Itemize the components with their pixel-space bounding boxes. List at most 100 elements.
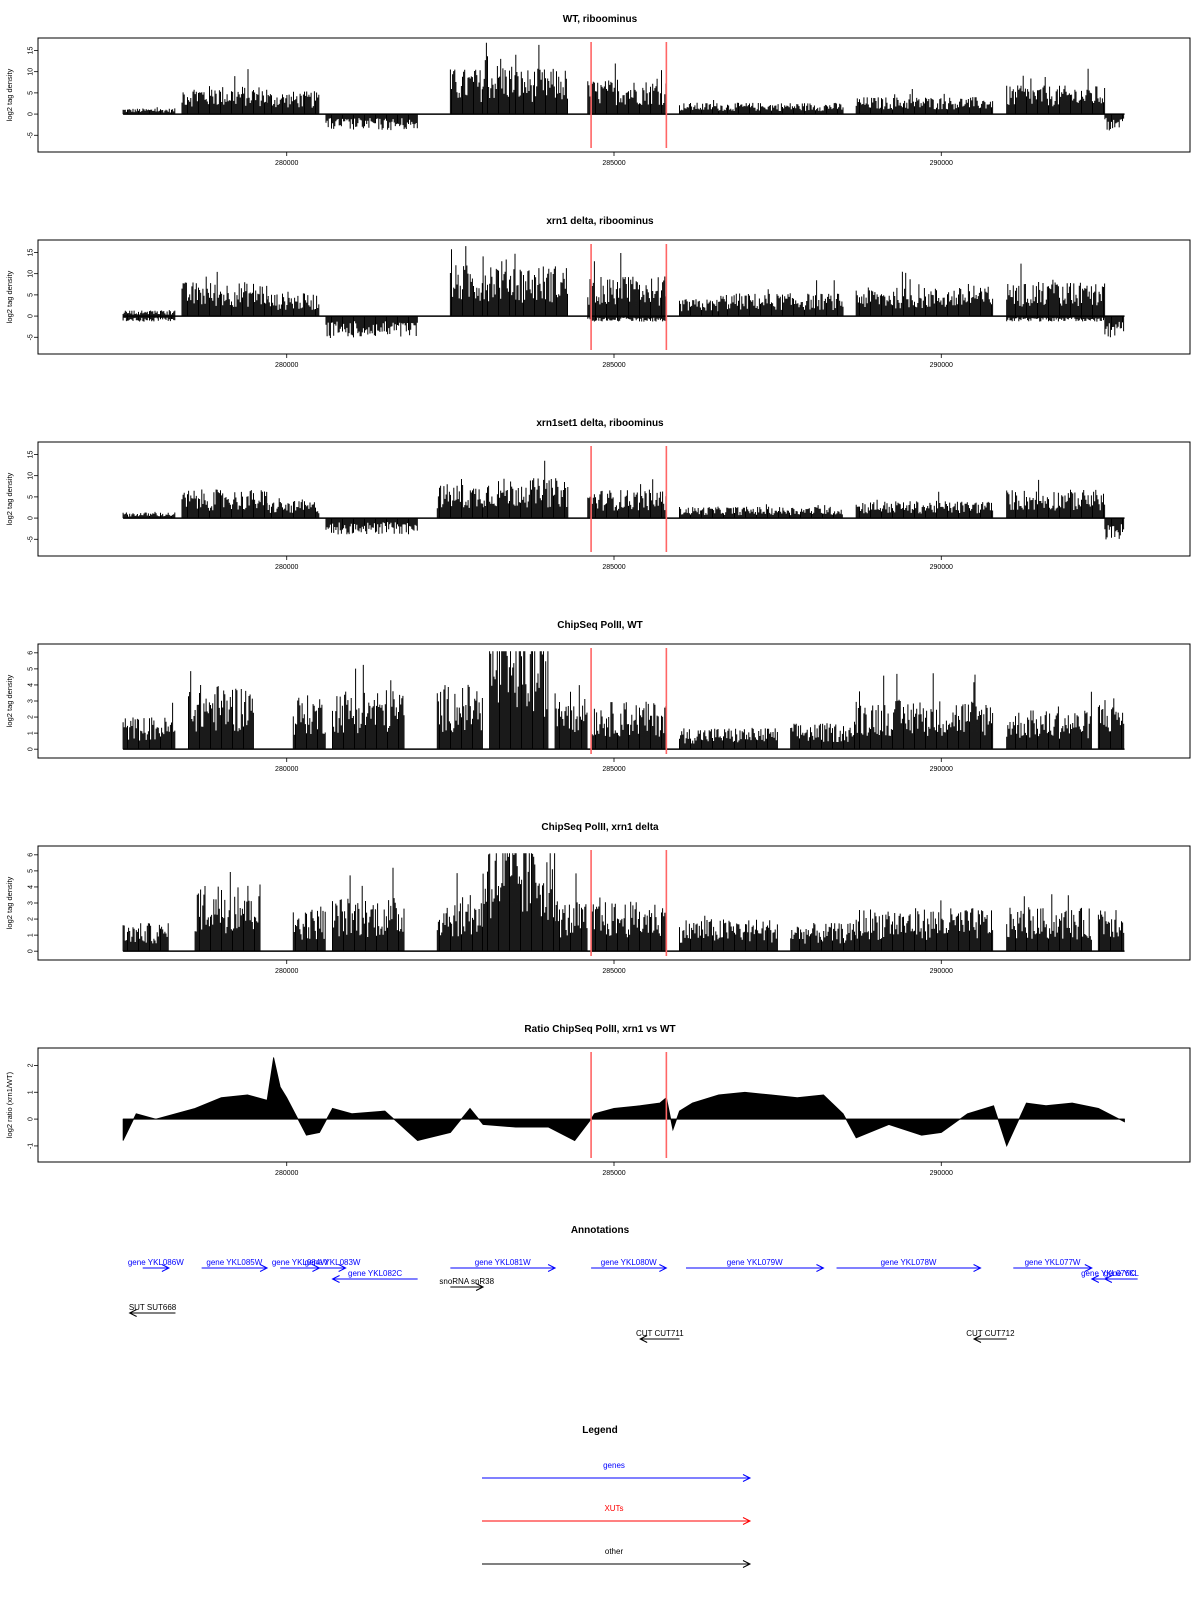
feature-arrow-head — [816, 1264, 825, 1272]
x-tick-label: 285000 — [602, 564, 625, 571]
feature-label: gene YKL078W — [881, 1258, 937, 1267]
feature-gene-ykl080w: gene YKL080W — [591, 1258, 668, 1272]
x-tick-label: 285000 — [602, 766, 625, 773]
legend-item-xut: XUTs — [482, 1504, 752, 1525]
feature-cut-cut711: CUT CUT711 — [636, 1329, 684, 1343]
feature-label: snoRNA snR38 — [439, 1277, 494, 1286]
feature-label: gene YKL076C — [1081, 1269, 1135, 1278]
y-tick-label: 0 — [28, 1117, 35, 1121]
y-tick-label: 3 — [28, 699, 35, 703]
x-tick-label: 280000 — [275, 1170, 298, 1177]
x-tick-label: 280000 — [275, 564, 298, 571]
feature-label: CUT CUT711 — [636, 1329, 684, 1338]
chart-title: xrn1 delta, riboominus — [546, 216, 654, 227]
x-tick-label: 285000 — [602, 362, 625, 369]
y-tick-label: 15 — [28, 450, 35, 458]
y-tick-label: 1 — [28, 1090, 35, 1094]
feature-snorna-snr38: snoRNA snR38 — [439, 1277, 495, 1291]
plot-frame — [37, 441, 1191, 557]
y-tick-label: 15 — [28, 46, 35, 54]
x-tick-label: 280000 — [275, 160, 298, 167]
feature-arrow-head — [659, 1264, 668, 1272]
chart-panel-1: WT, riboominus 15 10 5 0 -5 log2 tag density 28… — [5, 14, 1191, 167]
y-axis-label: log2 tag density — [5, 876, 14, 929]
legend-item-other: other — [482, 1547, 752, 1568]
legend-label: genes — [603, 1461, 625, 1470]
y-axis-label: log2 tag density — [5, 674, 14, 727]
density-bars — [122, 460, 1125, 540]
chart-title: Ratio ChipSeq PolII, xrn1 vs WT — [524, 1024, 675, 1035]
chart-title: ChipSeq PolII, xrn1 delta — [541, 822, 659, 833]
feature-arrow-head — [1103, 1275, 1113, 1283]
chart-title: xrn1set1 delta, riboominus — [536, 418, 664, 429]
feature-label: gene YKL084W — [272, 1258, 328, 1267]
x-tick-label: 285000 — [602, 1170, 625, 1177]
y-tick-label: 5 — [28, 91, 35, 95]
legend-label: other — [605, 1547, 624, 1556]
chart-panel-2: xrn1 delta, riboominus 15 10 5 0 -5 log2 tag d… — [5, 216, 1191, 369]
y-axis-label: log2 tag density — [5, 472, 14, 525]
y-tick-label: 1 — [28, 933, 35, 937]
feature-arrow-head — [972, 1335, 982, 1343]
chart-panel-3: xrn1set1 delta, riboominus 15 10 5 0 -5 log2 t… — [5, 418, 1191, 571]
y-tick-label: 4 — [28, 683, 35, 687]
y-tick-label: 2 — [28, 917, 35, 921]
feature-sut-sut668: SUT SUT668 — [128, 1303, 177, 1317]
feature-label: gene YKL080W — [601, 1258, 657, 1267]
x-tick-label: 290000 — [930, 160, 953, 167]
feature-label: gene YKL079W — [727, 1258, 783, 1267]
y-tick-label: 2 — [28, 1063, 35, 1067]
chart-panel-4: ChipSeq PolII, WT 6 5 4 3 2 1 0 log2 tag density… — [5, 620, 1191, 773]
feature-gene-ykl083w: gene YKL083W — [305, 1258, 361, 1272]
feature-label: gene YKL086W — [128, 1258, 184, 1267]
feature-arrow-head — [973, 1264, 982, 1272]
y-tick-label: 0 — [28, 949, 35, 953]
legend-arrow-head — [742, 1560, 752, 1568]
chart-panel-6: Ratio ChipSeq PolII, xrn1 vs WT 2 1 0 -1 log2… — [5, 1024, 1191, 1177]
y-tick-label: -5 — [28, 132, 35, 138]
y-tick-label: 1 — [28, 731, 35, 735]
y-tick-label: 10 — [28, 68, 35, 76]
density-bars — [122, 651, 1125, 750]
feature-gene-ykl078w: gene YKL078W — [836, 1258, 982, 1272]
y-tick-label: 5 — [28, 293, 35, 297]
x-tick-label: 280000 — [275, 968, 298, 975]
y-tick-label: 0 — [28, 112, 35, 116]
feature-arrow-head — [259, 1264, 269, 1272]
feature-arrow-head — [338, 1264, 347, 1272]
feature-label: gene YKL077W — [1025, 1258, 1081, 1267]
density-bars — [122, 42, 1125, 131]
y-tick-label: 5 — [28, 495, 35, 499]
x-tick-label: 290000 — [930, 564, 953, 571]
y-tick-label: 15 — [28, 248, 35, 256]
x-tick-label: 280000 — [275, 362, 298, 369]
chart-title: ChipSeq PolII, WT — [557, 620, 643, 631]
y-axis-label: log2 tag density — [5, 270, 14, 323]
y-tick-label: 0 — [28, 314, 35, 318]
x-tick-label: 285000 — [602, 968, 625, 975]
feature-arrow-head — [1090, 1275, 1100, 1283]
x-tick-label: 285000 — [602, 160, 625, 167]
feature-gene-ykl085w: gene YKL085W — [201, 1258, 269, 1272]
feature-label: gene YKL085W — [206, 1258, 262, 1267]
legend-arrow-head — [742, 1474, 752, 1482]
x-tick-label: 290000 — [930, 362, 953, 369]
x-tick-label: 290000 — [930, 968, 953, 975]
x-tick-label: 280000 — [275, 766, 298, 773]
y-tick-label: 6 — [28, 651, 35, 655]
feature-label: SUT SUT668 — [129, 1303, 177, 1312]
feature-gene-ykl079w: gene YKL079W — [686, 1258, 825, 1272]
feature-gene-ykl077w: gene YKL077W — [1013, 1258, 1093, 1272]
feature-gene-ykl081w: gene YKL081W — [450, 1258, 557, 1272]
feature-label: gene YKL081W — [475, 1258, 531, 1267]
feature-label: gene YKL082C — [348, 1269, 402, 1278]
y-tick-label: 5 — [28, 869, 35, 873]
density-bars — [122, 853, 1125, 952]
y-axis-label: log2 tag density — [5, 68, 14, 121]
legend-section: Legend genes XUTs other — [482, 1425, 752, 1568]
feature-label: gene YKL — [1104, 1269, 1140, 1278]
feature-gene-ykl082c: gene YKL082C — [331, 1269, 418, 1283]
feature-arrow-head — [475, 1283, 485, 1291]
y-tick-label: -5 — [28, 536, 35, 542]
y-tick-label: 10 — [28, 472, 35, 480]
